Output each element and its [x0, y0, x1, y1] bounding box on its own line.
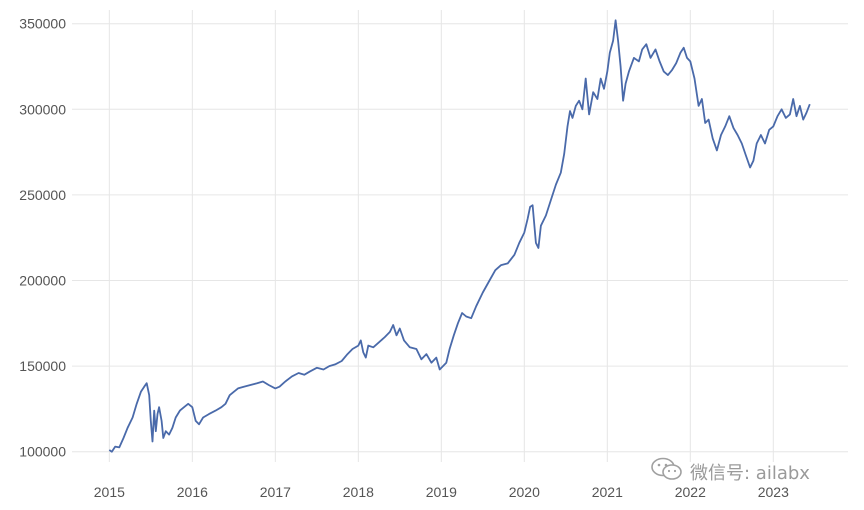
y-tick-label: 350000: [19, 16, 66, 32]
x-tick-label: 2018: [343, 484, 374, 500]
x-tick-label: 2020: [509, 484, 540, 500]
y-axis-tick-labels: 100000 150000 200000 250000 300000 350000: [19, 16, 66, 460]
y-tick-label: 250000: [19, 187, 66, 203]
horizontal-gridlines: [72, 23, 848, 453]
wechat-icon: [650, 457, 684, 486]
x-axis-tick-labels: 2015 2016 2017 2018 2019 2020 2021 2022 2023: [94, 484, 789, 500]
x-tick-label: 2021: [592, 484, 623, 500]
series-line: [108, 19, 811, 453]
watermark-text: 微信号: ailabx: [690, 462, 810, 484]
x-tick-label: 2016: [177, 484, 208, 500]
y-tick-label: 200000: [19, 273, 66, 289]
x-tick-label: 2022: [675, 484, 706, 500]
x-tick-label: 2023: [758, 484, 789, 500]
vertical-gridlines: [108, 10, 774, 462]
series-layer: [108, 19, 811, 453]
x-tick-label: 2019: [426, 484, 457, 500]
y-tick-label: 300000: [19, 101, 66, 117]
y-tick-label: 100000: [19, 444, 66, 460]
y-tick-label: 150000: [19, 358, 66, 374]
x-tick-label: 2015: [94, 484, 125, 500]
watermark: 微信号: ailabx: [650, 457, 810, 486]
x-tick-label: 2017: [260, 484, 291, 500]
